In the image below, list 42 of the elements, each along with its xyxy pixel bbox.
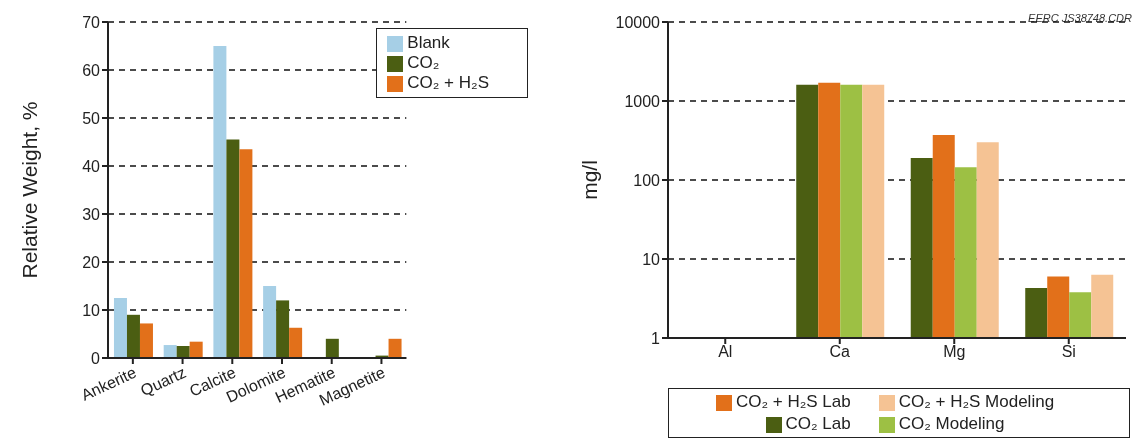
y-tick-label: 100	[633, 171, 661, 189]
y-tick-label: 10	[82, 301, 101, 319]
legend-label: CO₂	[407, 53, 440, 72]
bar	[289, 327, 303, 358]
legend-label: CO₂ + H₂S Modeling	[898, 392, 1055, 411]
y-tick-label: 1	[651, 329, 661, 347]
y-tick-label: 50	[82, 109, 101, 127]
y-tick-label: 10000	[615, 13, 661, 31]
legend-label: CO₂ Lab	[785, 414, 851, 433]
bar	[239, 149, 253, 358]
y-tick-label: 40	[82, 157, 101, 175]
bar	[113, 298, 127, 358]
bar	[325, 338, 339, 358]
x-tick-label: Mg	[943, 343, 966, 361]
bar	[263, 286, 277, 358]
legend-label: CO₂ Modeling	[898, 414, 1005, 433]
bar	[388, 338, 402, 358]
bar	[189, 341, 203, 358]
bar	[226, 139, 240, 358]
bar	[176, 346, 190, 358]
y-axis-title: Relative Weight, %	[18, 101, 42, 279]
legend-label: Blank	[407, 33, 450, 52]
y-tick-label: 20	[82, 253, 101, 271]
y-tick-label: 70	[82, 13, 101, 31]
bar	[276, 300, 290, 358]
x-tick-label: Al	[718, 343, 733, 361]
y-tick-label: 1000	[624, 92, 661, 110]
y-tick-label: 0	[91, 349, 101, 367]
annotation: EERC JS38748.CDR	[1028, 12, 1132, 24]
y-tick-label: 30	[82, 205, 101, 223]
legend-label: CO₂ + H₂S	[407, 73, 489, 92]
x-tick-label: Si	[1061, 343, 1076, 361]
x-tick-label: Ca	[829, 343, 851, 361]
y-tick-label: 10	[642, 250, 661, 268]
y-axis-title: mg/l	[578, 160, 602, 200]
y-tick-label: 60	[82, 61, 101, 79]
bar	[139, 323, 153, 358]
bar	[163, 345, 177, 358]
bar	[126, 314, 140, 358]
x-tick-label: Quartz	[137, 363, 189, 400]
bar	[213, 46, 227, 358]
legend-label: CO₂ + H₂S Lab	[735, 392, 851, 411]
